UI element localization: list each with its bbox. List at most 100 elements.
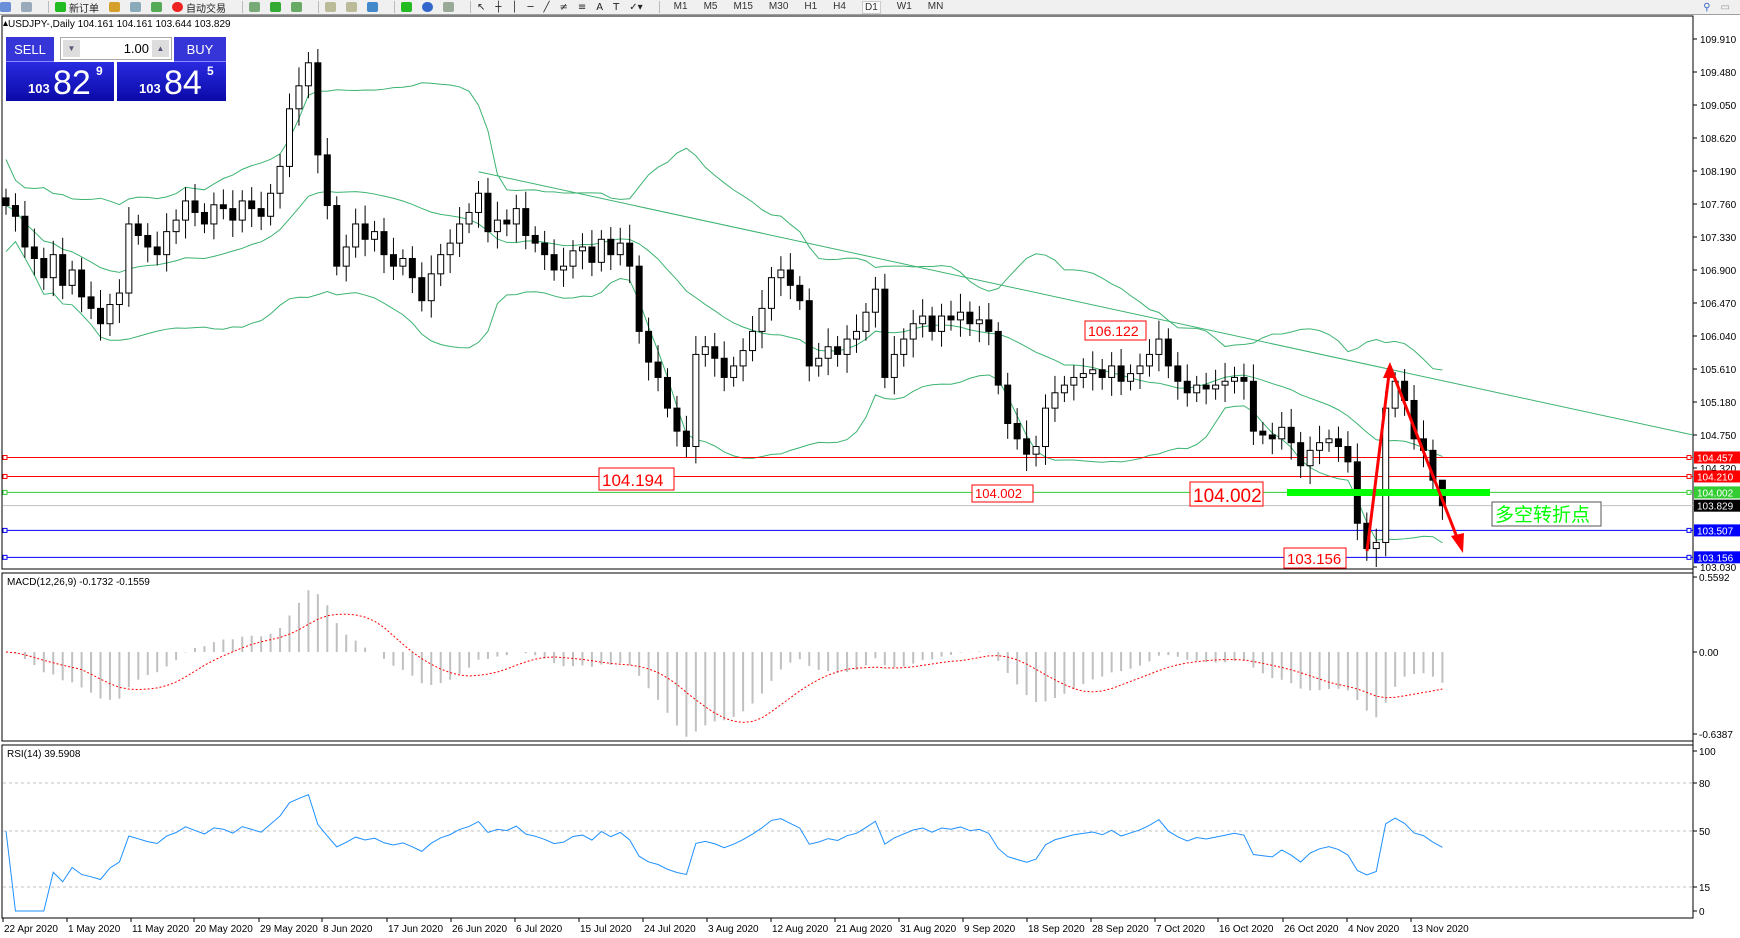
arrows-button[interactable]: ✓▾: [629, 2, 642, 13]
candle-body: [928, 315, 936, 332]
trendline-icon: ╱: [543, 1, 550, 13]
horizontal-line-button[interactable]: ─: [527, 2, 533, 13]
buy-button[interactable]: BUY: [174, 37, 226, 62]
candle: [21, 200, 29, 258]
candle: [730, 356, 738, 387]
price-axis-label: 104.750: [1700, 431, 1737, 442]
arrow-head-icon: [1451, 533, 1464, 553]
candle-body: [550, 254, 558, 271]
candle-body: [1164, 338, 1172, 367]
label-button[interactable]: T: [613, 2, 619, 13]
candle-body: [87, 296, 95, 309]
sell-button[interactable]: SELL: [6, 37, 54, 62]
candle-body: [767, 277, 775, 309]
candle: [645, 317, 653, 381]
price-line-label: 103.507: [1697, 526, 1734, 537]
auto-trading-button[interactable]: 自动交易: [172, 0, 226, 14]
candle: [512, 194, 520, 243]
candle-body: [2, 197, 10, 207]
timeframe-m1[interactable]: M1: [673, 0, 688, 12]
templates-button[interactable]: [443, 2, 454, 12]
candle-body: [59, 254, 67, 286]
toolbar-button-charts[interactable]: [0, 2, 11, 12]
candle-body: [399, 257, 407, 267]
chat-button[interactable]: ▭: [1721, 2, 1730, 13]
candle: [597, 230, 605, 272]
time-axis-label: 22 Apr 2020: [4, 924, 58, 935]
price-annotation: 104.002: [1193, 486, 1262, 507]
time-axis-label: 28 Sep 2020: [1092, 924, 1149, 935]
candle-body: [749, 330, 757, 352]
timeframe-m30[interactable]: M30: [768, 0, 789, 12]
zoom-in-button[interactable]: [325, 2, 336, 12]
fibo-button[interactable]: ≡: [578, 2, 586, 13]
candle: [380, 217, 388, 274]
channel-button[interactable]: ≠: [560, 2, 568, 13]
candle-body: [560, 265, 568, 271]
candle: [361, 205, 369, 257]
timeframe-m15[interactable]: M15: [733, 0, 753, 12]
text-button[interactable]: A: [596, 2, 603, 13]
candle-body: [144, 234, 152, 248]
periods-button[interactable]: [422, 2, 433, 12]
triangle-up-icon: [3, 21, 8, 26]
candle-body: [777, 269, 785, 279]
chat-icon: ▭: [1720, 1, 1730, 13]
volume-decrease-button[interactable]: ▼: [63, 40, 80, 57]
candle: [1202, 372, 1210, 405]
toolbar-button-cloud[interactable]: [130, 2, 141, 12]
price-line-label-bg: [1694, 551, 1740, 564]
price-line-label-bg: [1694, 470, 1740, 483]
candle-body: [1013, 422, 1021, 440]
timeframe-d1[interactable]: D1: [861, 0, 881, 14]
volume-field[interactable]: ▼ 1.00 ▲: [60, 37, 172, 60]
bar-chart-button[interactable]: [249, 2, 260, 12]
trendline-button[interactable]: ╱: [543, 2, 549, 13]
line-chart-button[interactable]: [291, 2, 302, 12]
indicators-button[interactable]: [401, 2, 412, 12]
candle: [531, 226, 539, 253]
candle-body: [446, 242, 454, 256]
rsi-axis-label: 100: [1699, 747, 1716, 758]
bar-chart-icon: [249, 2, 260, 12]
candle-body: [1240, 376, 1248, 382]
rsi-panel: [1, 744, 1694, 919]
timeframe-mn[interactable]: MN: [927, 0, 944, 12]
volume-increase-button[interactable]: ▲: [152, 40, 169, 57]
price-line-label: 104.002: [1697, 488, 1734, 499]
buy-price[interactable]: 103 84 5: [117, 62, 226, 101]
vertical-line-button[interactable]: │: [511, 2, 517, 13]
candle-body: [465, 211, 473, 225]
line-handle: [1686, 554, 1692, 560]
line-handle: [2, 554, 8, 560]
search-button[interactable]: ⚲: [1703, 2, 1710, 13]
zoom-out-icon: [346, 2, 357, 12]
price-annotation-box: [1283, 547, 1347, 569]
new-order-button[interactable]: 新订单: [55, 0, 99, 14]
candle-body: [49, 254, 57, 279]
timeframe-m5[interactable]: M5: [703, 0, 718, 12]
candle-chart-button[interactable]: [270, 2, 281, 12]
timeframe-h4[interactable]: H4: [833, 0, 846, 12]
cursor-button[interactable]: ↖: [477, 2, 485, 13]
candle-body: [1306, 449, 1314, 467]
candle: [900, 328, 908, 367]
sell-price[interactable]: 103 82 9: [6, 62, 114, 101]
timeframe-w1[interactable]: W1: [896, 0, 912, 12]
tile-windows-button[interactable]: [367, 2, 378, 12]
zoom-out-button[interactable]: [346, 2, 357, 12]
candle: [2, 188, 10, 215]
crosshair-button[interactable]: ┼: [495, 2, 501, 13]
candle-body: [427, 273, 435, 302]
toolbar-button-zoom[interactable]: [21, 2, 32, 12]
chart-title: USDJPY-,Daily 104.161 104.161 103.644 10…: [8, 19, 231, 30]
toolbar-button-signals[interactable]: [151, 2, 162, 12]
volume-value[interactable]: 1.00: [123, 41, 149, 56]
sell-label: SELL: [14, 41, 46, 57]
candle: [975, 306, 983, 343]
timeframe-h1[interactable]: H1: [804, 0, 818, 12]
toolbar-button-navigator[interactable]: [109, 2, 120, 12]
candle: [68, 260, 76, 295]
price-axis-label: 108.620: [1700, 134, 1737, 145]
